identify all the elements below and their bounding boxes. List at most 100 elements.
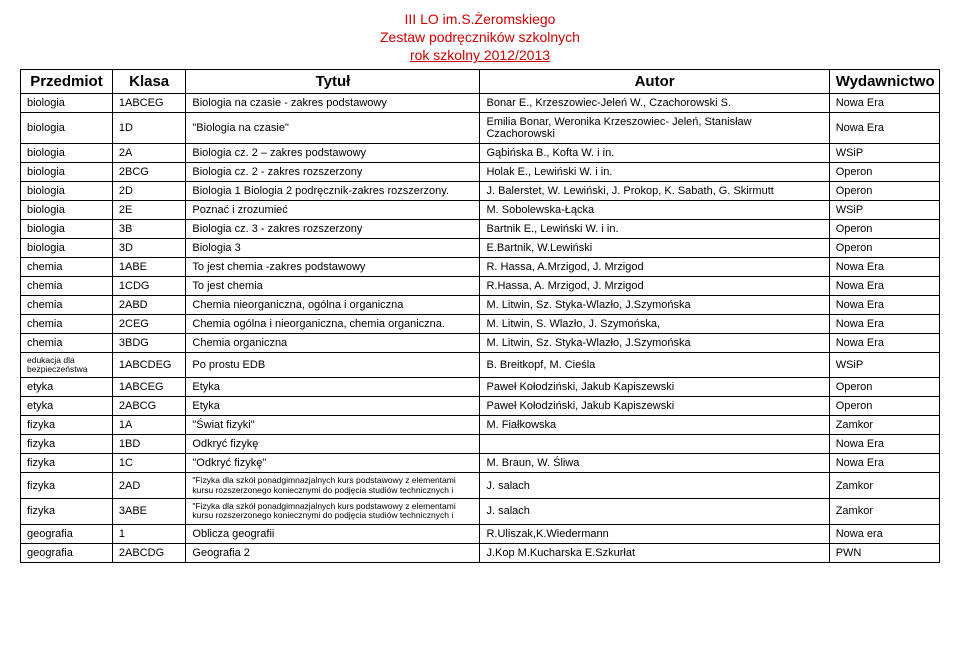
table-row: biologia2EPoznać i zrozumiećM. Sobolewsk… [21, 200, 940, 219]
table-row: biologia1D"Biologia na czasie"Emilia Bon… [21, 112, 940, 143]
cell-publisher: Nowa Era [829, 333, 939, 352]
table-row: geografia1Oblicza geografiiR.Uliszak,K.W… [21, 524, 940, 543]
cell-author: Gąbińska B., Kofta W. i in. [480, 143, 829, 162]
table-row: fizyka2AD"Fizyka dla szkół ponadgimnazja… [21, 473, 940, 499]
cell-subject: biologia [21, 219, 113, 238]
cell-publisher: Zamkor [829, 473, 939, 499]
cell-title: Biologia cz. 2 – zakres podstawowy [186, 143, 480, 162]
cell-publisher: PWN [829, 543, 939, 562]
cell-author: J. salach [480, 473, 829, 499]
cell-publisher: Operon [829, 162, 939, 181]
cell-klasa: 1C [112, 454, 186, 473]
col-author: Autor [480, 69, 829, 93]
cell-publisher: Nowa Era [829, 435, 939, 454]
cell-klasa: 2D [112, 181, 186, 200]
textbook-table: Przedmiot Klasa Tytuł Autor Wydawnictwo … [20, 69, 940, 563]
cell-publisher: Operon [829, 181, 939, 200]
table-row: biologia1ABCEGBiologia na czasie - zakre… [21, 93, 940, 112]
cell-title: Biologia cz. 2 - zakres rozszerzony [186, 162, 480, 181]
cell-author: M. Braun, W. Śliwa [480, 454, 829, 473]
table-header-row: Przedmiot Klasa Tytuł Autor Wydawnictwo [21, 69, 940, 93]
cell-klasa: 2ABD [112, 295, 186, 314]
cell-subject: chemia [21, 314, 113, 333]
cell-subject: fizyka [21, 416, 113, 435]
table-row: fizyka3ABE"Fizyka dla szkół ponadgimnazj… [21, 498, 940, 524]
cell-title: "Świat fizyki" [186, 416, 480, 435]
cell-subject: geografia [21, 543, 113, 562]
cell-author: Paweł Kołodziński, Jakub Kapiszewski [480, 397, 829, 416]
cell-subject: fizyka [21, 435, 113, 454]
cell-klasa: 3BDG [112, 333, 186, 352]
cell-title: Odkryć fizykę [186, 435, 480, 454]
table-row: chemia1ABETo jest chemia -zakres podstaw… [21, 257, 940, 276]
table-row: biologia2BCGBiologia cz. 2 - zakres rozs… [21, 162, 940, 181]
cell-klasa: 2CEG [112, 314, 186, 333]
cell-subject: fizyka [21, 498, 113, 524]
cell-publisher: Nowa Era [829, 314, 939, 333]
table-row: geografia2ABCDGGeografia 2J.Kop M.Kuchar… [21, 543, 940, 562]
cell-author: M. Litwin, Sz. Styka-Wlazło, J.Szymońska [480, 295, 829, 314]
cell-title: Biologia na czasie - zakres podstawowy [186, 93, 480, 112]
cell-title: Oblicza geografii [186, 524, 480, 543]
cell-title: "Biologia na czasie" [186, 112, 480, 143]
cell-subject: chemia [21, 333, 113, 352]
table-row: fizyka1C"Odkryć fizykę"M. Braun, W. Śliw… [21, 454, 940, 473]
cell-subject: biologia [21, 143, 113, 162]
table-row: chemia2CEGChemia ogólna i nieorganiczna,… [21, 314, 940, 333]
table-row: chemia3BDGChemia organicznaM. Litwin, Sz… [21, 333, 940, 352]
cell-klasa: 2E [112, 200, 186, 219]
cell-subject: etyka [21, 378, 113, 397]
table-body: biologia 1ABCEG Biologia na czasie - zakre… [21, 93, 940, 562]
cell-author [480, 435, 829, 454]
cell-title: Po prostu EDB [186, 352, 480, 378]
cell-author: R. Hassa, A.Mrzigod, J. Mrzigod [480, 257, 829, 276]
cell-subject: biologia [21, 112, 113, 143]
cell-title: To jest chemia [186, 276, 480, 295]
cell-publisher: Zamkor [829, 416, 939, 435]
table-row: edukacja dla bezpieczeństwa1ABCDEGPo pro… [21, 352, 940, 378]
cell-title: Geografia 2 [186, 543, 480, 562]
cell-author: E.Bartnik, W.Lewiński [480, 238, 829, 257]
cell-klasa: 3B [112, 219, 186, 238]
cell-author: Bonar E., Krzeszowiec-Jeleń W., Czachoro… [480, 93, 829, 112]
cell-publisher: Nowa Era [829, 276, 939, 295]
cell-publisher: Operon [829, 238, 939, 257]
cell-klasa: 1BD [112, 435, 186, 454]
cell-subject: etyka [21, 397, 113, 416]
table-row: etyka2ABCGEtykaPaweł Kołodziński, Jakub … [21, 397, 940, 416]
cell-subject: biologia [21, 181, 113, 200]
table-row: chemia1CDGTo jest chemiaR.Hassa, A. Mrzi… [21, 276, 940, 295]
cell-title: Poznać i zrozumieć [186, 200, 480, 219]
table-row: etyka1ABCEGEtykaPaweł Kołodziński, Jakub… [21, 378, 940, 397]
cell-title: "Odkryć fizykę" [186, 454, 480, 473]
cell-author: M. Sobolewska-Łącka [480, 200, 829, 219]
cell-subject: geografia [21, 524, 113, 543]
table-row: fizyka1BDOdkryć fizykę Nowa Era [21, 435, 940, 454]
cell-klasa: 1ABCEG [112, 378, 186, 397]
cell-klasa: 1ABE [112, 257, 186, 276]
cell-klasa: 3D [112, 238, 186, 257]
table-row: fizyka1A"Świat fizyki"M. FiałkowskaZamko… [21, 416, 940, 435]
cell-publisher: Nowa Era [829, 257, 939, 276]
cell-klasa: 1ABCDEG [112, 352, 186, 378]
cell-title: To jest chemia -zakres podstawowy [186, 257, 480, 276]
cell-publisher: Nowa era [829, 524, 939, 543]
cell-subject: biologia [21, 93, 113, 112]
cell-publisher: WSiP [829, 352, 939, 378]
cell-subject: biologia [21, 162, 113, 181]
cell-publisher: Operon [829, 378, 939, 397]
cell-klasa: 2ABCG [112, 397, 186, 416]
cell-publisher: Nowa Era [829, 112, 939, 143]
cell-author: M. Fiałkowska [480, 416, 829, 435]
table-row: biologia3DBiologia 3E.Bartnik, W.Lewińsk… [21, 238, 940, 257]
cell-author: B. Breitkopf, M. Cieśla [480, 352, 829, 378]
table-row: chemia2ABDChemia nieorganiczna, ogólna i… [21, 295, 940, 314]
cell-subject: biologia [21, 238, 113, 257]
cell-author: Holak E., Lewiński W. i in. [480, 162, 829, 181]
cell-publisher: Operon [829, 219, 939, 238]
cell-klasa: 2ABCDG [112, 543, 186, 562]
cell-title: Chemia organiczna [186, 333, 480, 352]
table-row: biologia2DBiologia 1 Biologia 2 podręczn… [21, 181, 940, 200]
table-row: biologia3BBiologia cz. 3 - zakres rozsze… [21, 219, 940, 238]
cell-klasa: 1D [112, 112, 186, 143]
